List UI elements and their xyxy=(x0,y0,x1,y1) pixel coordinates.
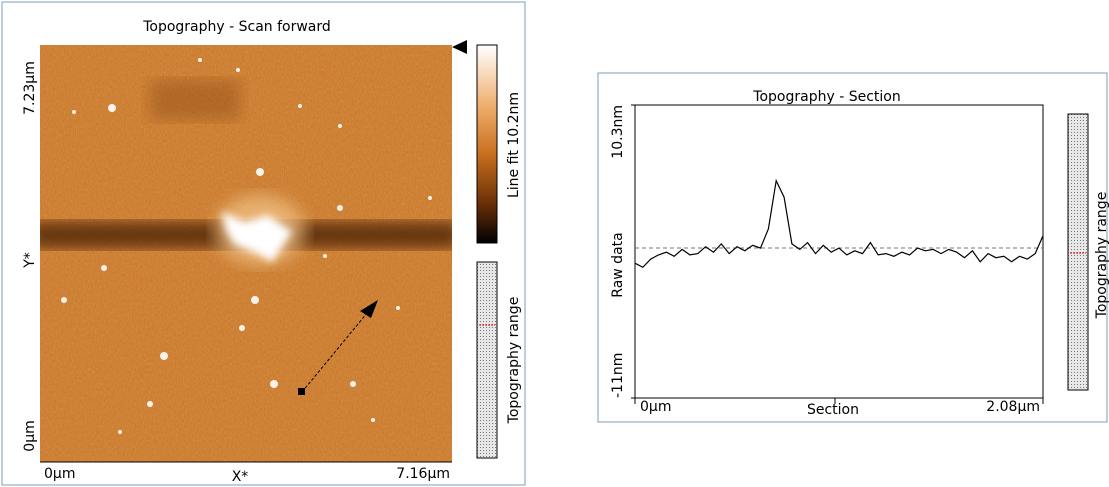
scale-marker xyxy=(452,40,467,54)
section-start xyxy=(298,388,305,395)
y-top-label: 7.23µm xyxy=(22,61,38,115)
y-axis-label: Y* xyxy=(22,252,38,269)
y-bottom-label: 0µm xyxy=(22,420,38,451)
x-tick-label: 2.08µm xyxy=(986,399,1040,415)
colorbar xyxy=(476,44,498,244)
x-right-label: 7.16µm xyxy=(396,466,450,482)
y-tick-label: -11nm xyxy=(610,353,626,398)
x-left-label: 0µm xyxy=(44,466,75,482)
y-tick-label: 10.3nm xyxy=(610,105,626,159)
x-tick-label: 0µm xyxy=(640,399,671,415)
x-axis-label: X* xyxy=(232,469,249,485)
scan-title: Topography - Scan forward xyxy=(142,19,331,35)
y-axis-label: Raw data xyxy=(610,232,626,297)
range-label: Topography range xyxy=(506,297,522,425)
chart-title: Topography - Section xyxy=(752,89,900,105)
section-line xyxy=(301,306,373,393)
afm-image xyxy=(40,45,452,462)
plot-frame xyxy=(634,104,1044,399)
x-axis-label: Section xyxy=(807,402,859,418)
range-bar xyxy=(476,261,498,459)
colorbar-label: Line fit 10.2nm xyxy=(506,92,522,198)
range-bar xyxy=(1067,113,1089,391)
range-label: Topography range xyxy=(1094,192,1109,320)
profile-line xyxy=(634,178,1044,269)
section-arrow xyxy=(360,300,378,318)
